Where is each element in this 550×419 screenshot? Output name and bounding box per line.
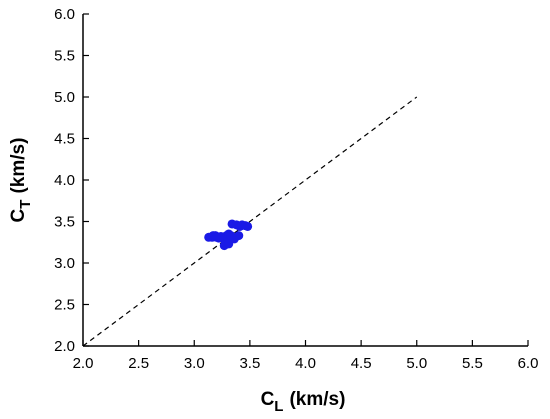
- data-point: [243, 221, 253, 231]
- plot-area: 2.0 2.5 3.0 3.5 4.0 4.5 5.0 5.5 6.0 2.0 2.5 3.0 3.5…: [54, 6, 538, 372]
- x-ticks: 2.0 2.5 3.0 3.5 4.0 4.5 5.0 5.5 6.0: [73, 340, 539, 372]
- x-tick-label: 5.0: [406, 355, 427, 372]
- y-axis-label-symbol: C: [8, 208, 29, 222]
- y-tick-label: 5.5: [54, 48, 75, 65]
- y-axis-label: CT (km/s): [8, 138, 34, 223]
- y-ticks: 2.0 2.5 3.0 3.5 4.0 4.5 5.0 5.5 6.0: [54, 6, 89, 355]
- data-point: [234, 231, 244, 241]
- x-axis-label-subscript: L: [274, 398, 283, 415]
- x-axis-label-unit: (km/s): [289, 389, 345, 410]
- y-tick-label: 2.5: [54, 297, 75, 314]
- x-tick-label: 2.5: [128, 355, 149, 372]
- y-tick-label: 3.0: [54, 255, 75, 272]
- data-points: [204, 219, 253, 251]
- x-tick-label: 2.0: [73, 355, 94, 372]
- x-tick-label: 5.5: [462, 355, 483, 372]
- reference-line: [82, 96, 418, 347]
- x-axis-label-symbol: C: [261, 389, 275, 410]
- y-tick-label: 4.5: [54, 131, 75, 148]
- x-tick-label: 3.0: [184, 355, 205, 372]
- y-tick-label: 4.0: [54, 172, 75, 189]
- y-tick-label: 5.0: [54, 89, 75, 106]
- y-tick-label: 6.0: [54, 6, 75, 23]
- x-axis-label: CL (km/s): [261, 389, 346, 415]
- x-tick-label: 4.0: [295, 355, 316, 372]
- x-tick-label: 4.5: [351, 355, 372, 372]
- y-tick-label: 2.0: [54, 338, 75, 355]
- x-tick-label: 6.0: [518, 355, 539, 372]
- y-axis-label-subscript: T: [17, 200, 34, 209]
- y-tick-label: 3.5: [54, 214, 75, 231]
- y-axis-label-unit: (km/s): [8, 138, 29, 194]
- x-tick-label: 3.5: [239, 355, 260, 372]
- data-point: [208, 231, 218, 241]
